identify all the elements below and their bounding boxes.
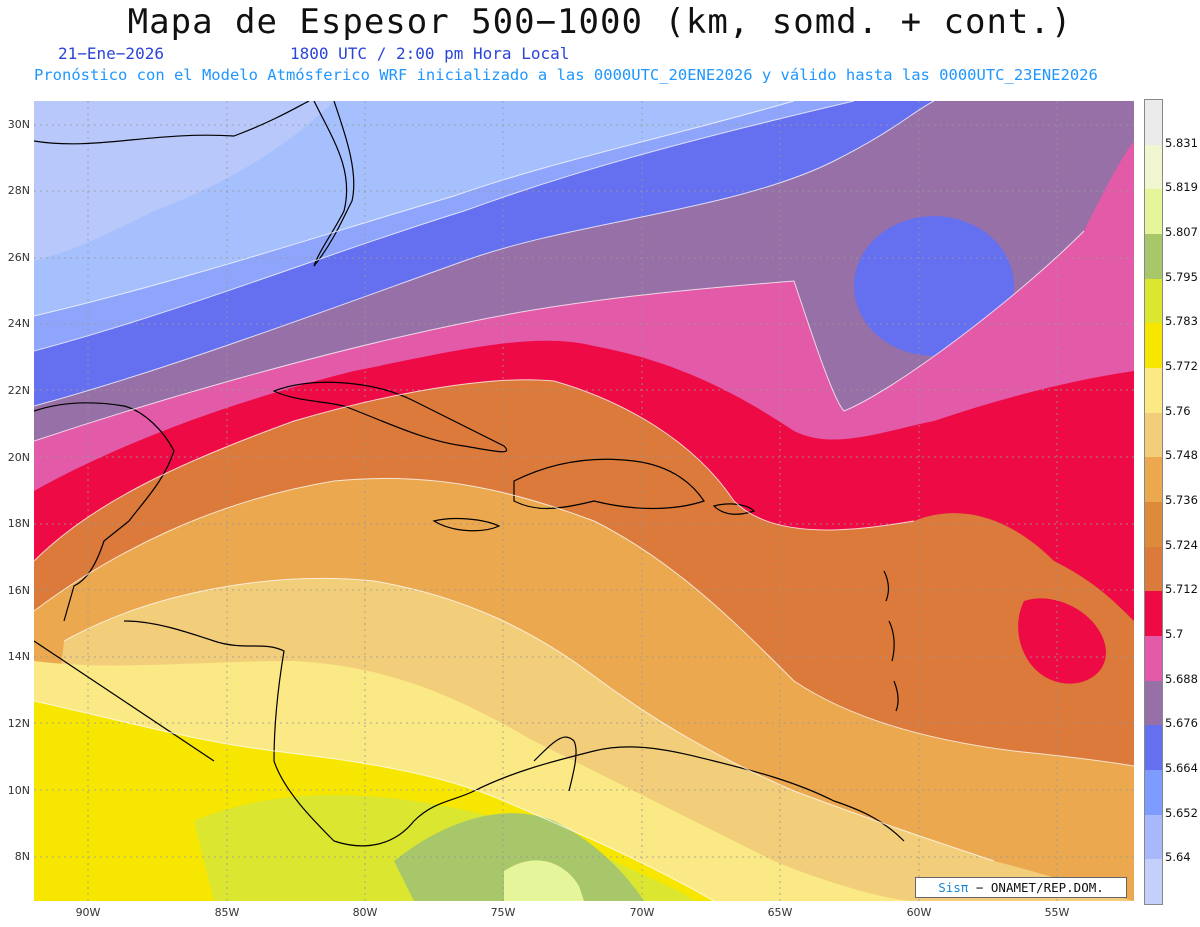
date-label: 21−Ene−2026 [58,44,164,63]
contour-lines [34,101,1134,901]
colorbar-label: 5.7 [1165,627,1184,641]
colorbar-label: 5.748 [1165,448,1198,463]
time-label: 1800 UTC / 2:00 pm Hora Local [290,44,570,63]
central-south-america-coast [123,620,905,847]
colorbar-label: 5.772 [1165,359,1198,373]
colorbar-label: 5.712 [1165,582,1198,597]
colorbar-label: 5.807 [1165,225,1198,239]
colorbar-segment [1145,144,1162,190]
lat-label-26n: 26N [7,251,30,264]
colorbar-label: 5.676 [1165,716,1198,731]
colorbar-label: 5.795 [1165,269,1198,284]
colorbar-segment [1145,368,1162,414]
colorbar [1144,99,1163,905]
lat-label-16n: 16N [7,584,30,597]
lon-label-60w: 60W [906,906,932,919]
warm-cell-5700 [1018,598,1106,684]
cuba [272,381,508,453]
colorbar-segment [1145,680,1162,726]
colorbar-segment [1145,278,1162,324]
lat-lon-grid [34,101,1134,901]
colorbar-segment [1145,502,1162,548]
colorbar-segment [1145,725,1162,771]
lat-label-18n: 18N [7,517,30,530]
band-5807 [504,860,584,901]
forecast-note: Pronóstico con el Modelo Atmósferico WRF… [34,66,1098,84]
colorbar-segment [1145,636,1162,682]
colorbar-label: 5.783 [1165,314,1198,329]
coastlines [34,101,905,847]
colorbar-segment [1145,234,1162,280]
puerto-rico [712,503,756,515]
low-cell-5664 [854,216,1014,356]
lat-label-8n: 8N [14,850,30,863]
colorbar-label: 5.652 [1165,805,1198,820]
lon-label-75w: 75W [490,906,516,919]
lon-label-70w: 70W [629,906,655,919]
lat-label-20n: 20N [7,451,30,464]
lon-label-85w: 85W [214,906,240,919]
hispaniola [513,458,705,510]
colorbar-segment [1145,814,1162,860]
lon-label-55w: 55W [1044,906,1070,919]
colorbar-label: 5.724 [1165,537,1198,552]
colorbar-segment [1145,591,1162,637]
colorbar-label: 5.64 [1165,850,1191,865]
lon-label-90w: 90W [75,906,101,919]
lesser-antilles [883,570,899,712]
maracaibo [533,736,577,792]
lat-label-30n: 30N [7,118,30,131]
pacific-coast [34,640,215,762]
band-5640 [34,101,334,261]
lat-label-14n: 14N [7,650,30,663]
colorbar-label: 5.736 [1165,493,1198,507]
yucatan-coast [34,402,175,622]
lat-label-28n: 28N [7,184,30,197]
colorbar-label: 5.664 [1165,761,1198,775]
jamaica [432,517,501,532]
colorbar-label: 5.819 [1165,180,1198,195]
colorbar-label: 5.688 [1165,671,1198,686]
colorbar-segment [1145,770,1162,816]
colorbar-segment [1145,859,1162,905]
map-title: Mapa de Espesor 500−1000 (km, somd. + co… [127,2,1073,42]
thickness-map [34,101,1134,901]
colorbar-segment [1145,189,1162,235]
lat-label-22n: 22N [7,384,30,397]
lon-label-80w: 80W [352,906,378,919]
colorbar-segment [1145,457,1162,503]
florida-coast [34,101,355,267]
colorbar-segment [1145,100,1162,146]
credit-box: Sisπ − ONAMET/REP.DOM. [915,877,1127,898]
lat-label-12n: 12N [7,717,30,730]
colorbar-segment [1145,412,1162,458]
lat-label-24n: 24N [7,317,30,330]
colorbar-segment [1145,323,1162,369]
colorbar-label: 5.76 [1165,403,1191,418]
lon-label-65w: 65W [767,906,793,919]
colorbar-segment [1145,546,1162,592]
thickness-contour-svg [34,101,1134,901]
credit-text: − ONAMET/REP.DOM. [975,880,1104,895]
lat-label-10n: 10N [7,784,30,797]
credit-brand: Sisπ [938,880,969,895]
band-5795 [394,813,644,901]
colorbar-label: 5.831 [1165,135,1198,150]
